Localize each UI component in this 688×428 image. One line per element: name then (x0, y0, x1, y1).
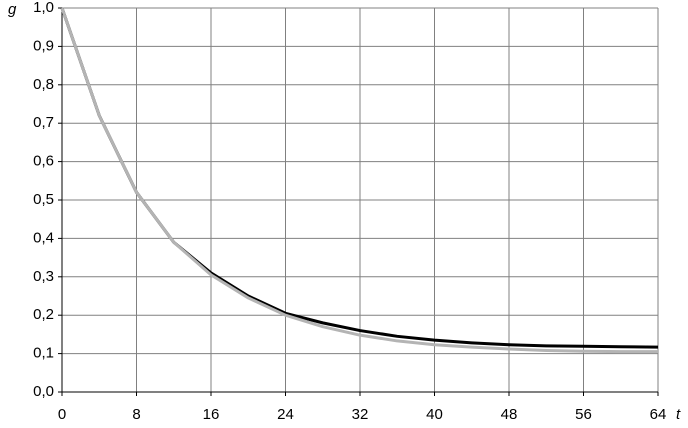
x-tick-label: 56 (575, 406, 592, 423)
y-tick-label: 0,2 (33, 306, 54, 323)
y-tick-label: 0,5 (33, 191, 54, 208)
x-tick-label: 16 (203, 406, 220, 423)
series-line (60, 7, 658, 354)
x-tick-label: 32 (352, 406, 369, 423)
y-tick-label: 0,6 (33, 153, 54, 170)
x-tick-label: 64 (650, 406, 667, 423)
y-tick-label: 0,1 (33, 345, 54, 362)
y-tick-label: 1,0 (33, 0, 54, 16)
x-tick-label: 48 (501, 406, 518, 423)
y-tick-label: 0,0 (33, 383, 54, 400)
y-tick-label: 0,4 (33, 229, 54, 246)
y-axis-label: g (8, 1, 17, 18)
y-tick-label: 0,9 (33, 37, 54, 54)
x-tick-label: 8 (132, 406, 140, 423)
x-tick-label: 0 (58, 406, 66, 423)
y-tick-label: 0,7 (33, 114, 54, 131)
y-tick-label: 0,3 (33, 268, 54, 285)
x-tick-label: 40 (426, 406, 443, 423)
x-tick-label: 24 (277, 406, 294, 423)
x-axis-label: t (676, 406, 681, 423)
y-tick-label: 0,8 (33, 76, 54, 93)
